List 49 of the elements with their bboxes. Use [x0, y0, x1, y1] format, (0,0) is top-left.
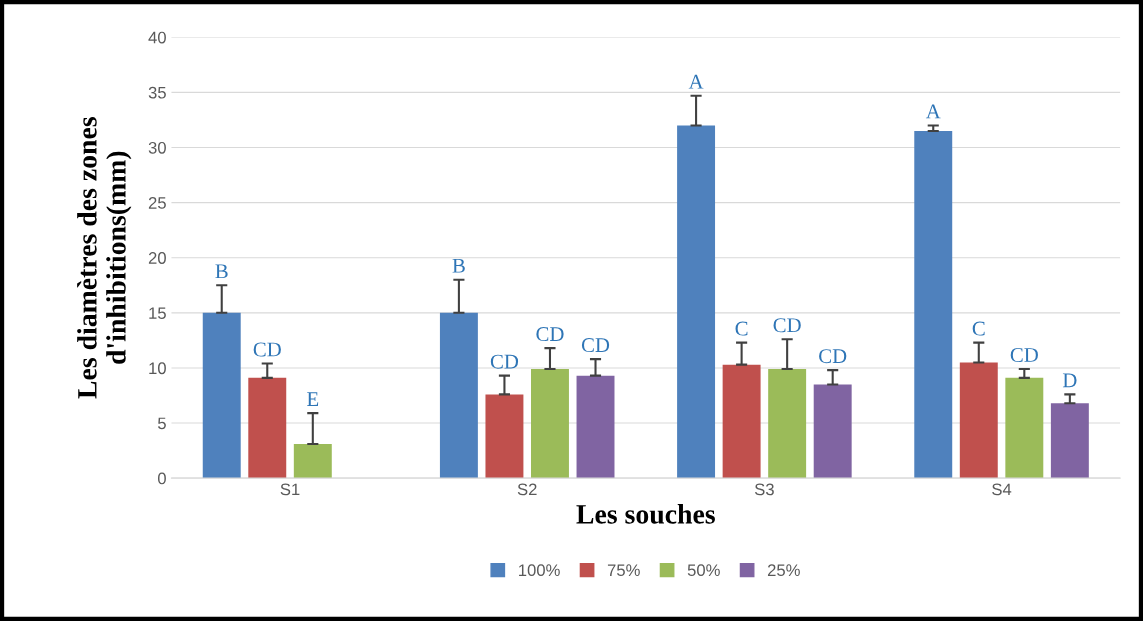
legend-label: 100% — [519, 564, 560, 577]
bar — [677, 125, 716, 479]
data-label: D — [1062, 373, 1077, 388]
data-label: CD — [536, 327, 564, 342]
data-label: CD — [819, 349, 847, 364]
y-tick-label: 40 — [148, 31, 166, 44]
data-label: B — [215, 264, 228, 279]
bar — [485, 394, 524, 479]
data-label: A — [925, 104, 941, 119]
y-axis-title: Les diamètres des zones d'inhibitions(mm) — [77, 117, 132, 399]
data-label: CD — [581, 338, 610, 353]
data-label: CD — [1010, 348, 1038, 363]
x-tick-label: S4 — [992, 483, 1012, 496]
y-tick-label: 35 — [148, 86, 166, 99]
bar — [248, 377, 287, 479]
data-label: B — [452, 258, 465, 273]
legend-label: 25% — [767, 564, 800, 577]
data-label: A — [688, 74, 704, 89]
bar — [813, 384, 852, 479]
data-label: CD — [490, 354, 519, 369]
bar — [293, 444, 332, 479]
bar — [576, 375, 615, 479]
data-label: C — [735, 321, 748, 336]
x-axis-title: Les souches — [576, 504, 715, 524]
y-tick-label: 30 — [148, 141, 166, 154]
bar — [1005, 377, 1044, 479]
x-tick-label: S2 — [517, 483, 537, 496]
y-tick-label: 15 — [149, 307, 166, 320]
bar — [722, 364, 761, 479]
x-tick-label: S3 — [754, 483, 774, 496]
bar — [768, 369, 807, 479]
bar — [531, 369, 569, 479]
y-tick-label: 10 — [149, 362, 166, 375]
bar — [914, 130, 953, 479]
bar — [959, 362, 998, 479]
y-tick-label: 25 — [148, 197, 166, 209]
y-tick-label: 0 — [157, 472, 166, 485]
x-tick-label: S1 — [280, 483, 300, 496]
y-tick-label: 5 — [157, 417, 166, 430]
data-label: CD — [253, 342, 281, 357]
data-label: C — [972, 321, 985, 336]
bar — [202, 312, 241, 479]
data-label: E — [307, 392, 319, 406]
legend-label: 75% — [607, 564, 640, 577]
bar — [1050, 403, 1089, 479]
y-tick-label: 20 — [148, 252, 166, 264]
bar — [439, 312, 478, 479]
data-label: CD — [773, 318, 801, 333]
legend-label: 50% — [687, 564, 720, 577]
